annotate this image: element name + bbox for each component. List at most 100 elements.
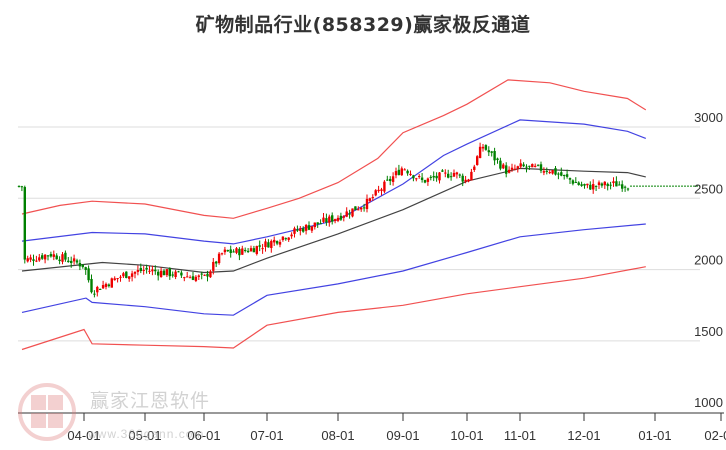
candle-up: [43, 254, 47, 260]
candle-down: [423, 180, 427, 183]
candle-down: [621, 184, 624, 189]
candle-down: [229, 249, 232, 254]
candle-down: [154, 269, 157, 272]
candle-down: [386, 179, 389, 181]
candle-up: [507, 169, 511, 173]
candle-up: [597, 182, 601, 186]
candle-up: [35, 260, 38, 262]
x-tick-label: 04-01: [67, 428, 100, 443]
candle-up: [119, 276, 122, 278]
candle-down: [505, 165, 508, 174]
y-tick-label: 2000: [694, 253, 723, 268]
candle-down: [23, 187, 26, 260]
candle-up: [478, 146, 482, 158]
candle-down: [528, 165, 531, 167]
candle-down: [177, 271, 180, 273]
candle-up: [476, 156, 479, 166]
x-tick-label: 11-01: [504, 428, 536, 443]
candle-down: [412, 175, 415, 179]
candle-up: [470, 171, 473, 181]
candle-up: [116, 278, 119, 280]
candle-up: [612, 181, 615, 184]
candle-down: [496, 158, 499, 160]
candle-up: [383, 181, 386, 192]
candle-down: [232, 251, 235, 253]
candle-down: [55, 255, 58, 260]
candle-up: [455, 172, 459, 175]
candle-up: [290, 234, 293, 237]
candle-up: [278, 241, 282, 245]
candle-up: [400, 168, 403, 176]
candle-down: [348, 213, 351, 215]
candle-up: [148, 270, 151, 272]
candle-down: [577, 182, 580, 185]
candle-down: [429, 176, 432, 178]
candle-up: [377, 189, 380, 192]
candle-down: [252, 248, 256, 253]
candle-down: [145, 267, 148, 270]
candle-down: [420, 177, 424, 180]
candle-down: [302, 228, 305, 232]
candle-up: [194, 276, 198, 281]
candle-up: [415, 178, 418, 180]
candle-up: [203, 274, 206, 276]
candle-up: [328, 216, 331, 223]
candle-down: [339, 215, 343, 220]
candle-down: [623, 186, 627, 188]
candle-down: [64, 252, 67, 260]
candle-up: [313, 222, 316, 228]
candle-down: [493, 151, 496, 161]
candle-down: [362, 207, 366, 209]
candle-up: [374, 190, 377, 196]
candle-up: [481, 146, 485, 149]
candle-up: [281, 236, 285, 241]
candle-down: [99, 288, 102, 290]
candle-down: [49, 254, 53, 257]
candle-up: [249, 248, 253, 252]
candle-down: [539, 164, 543, 171]
candle-down: [626, 188, 630, 190]
candle-down: [180, 272, 183, 276]
candle-down: [594, 185, 598, 187]
candle-up: [255, 246, 258, 254]
candle-down: [522, 164, 525, 167]
watermark-brand: 赢家江恩软件: [90, 390, 211, 412]
candle-down: [226, 250, 229, 252]
x-tick-label: 07-01: [250, 428, 283, 443]
y-tick-label: 1000: [694, 395, 723, 410]
candle-up: [357, 209, 360, 211]
x-tick-label: 02-01: [704, 428, 726, 443]
candle-down: [447, 173, 450, 178]
x-tick-label: 09-01: [386, 428, 419, 443]
candle-down: [244, 249, 247, 251]
candle-up: [38, 257, 41, 261]
candle-up: [418, 176, 421, 178]
candle-down: [565, 174, 569, 177]
candle-up: [241, 248, 244, 255]
candle-up: [212, 261, 215, 271]
candle-up: [464, 179, 467, 182]
candle-down: [545, 170, 548, 172]
chart-title: 矿物制品行业(858329)赢家极反通道: [195, 14, 531, 36]
candle-up: [534, 165, 537, 167]
candle-up: [368, 198, 372, 201]
candle-up: [133, 271, 137, 274]
x-tick-label: 01-01: [638, 428, 671, 443]
candle-up: [104, 283, 108, 287]
candle-down: [81, 264, 84, 267]
candle-up: [128, 276, 131, 279]
candle-up: [444, 172, 447, 174]
candle-up: [113, 278, 116, 281]
watermark-url: www.360gann.com: [88, 427, 205, 441]
candle-down: [157, 271, 160, 276]
candle-down: [600, 183, 604, 186]
candle-down: [449, 176, 453, 178]
candle-down: [20, 186, 24, 188]
candle-down: [589, 184, 592, 190]
candle-up: [287, 237, 290, 240]
candle-up: [136, 270, 140, 272]
candle-up: [26, 258, 29, 262]
candle-up: [473, 166, 476, 170]
candle-down: [557, 173, 560, 175]
